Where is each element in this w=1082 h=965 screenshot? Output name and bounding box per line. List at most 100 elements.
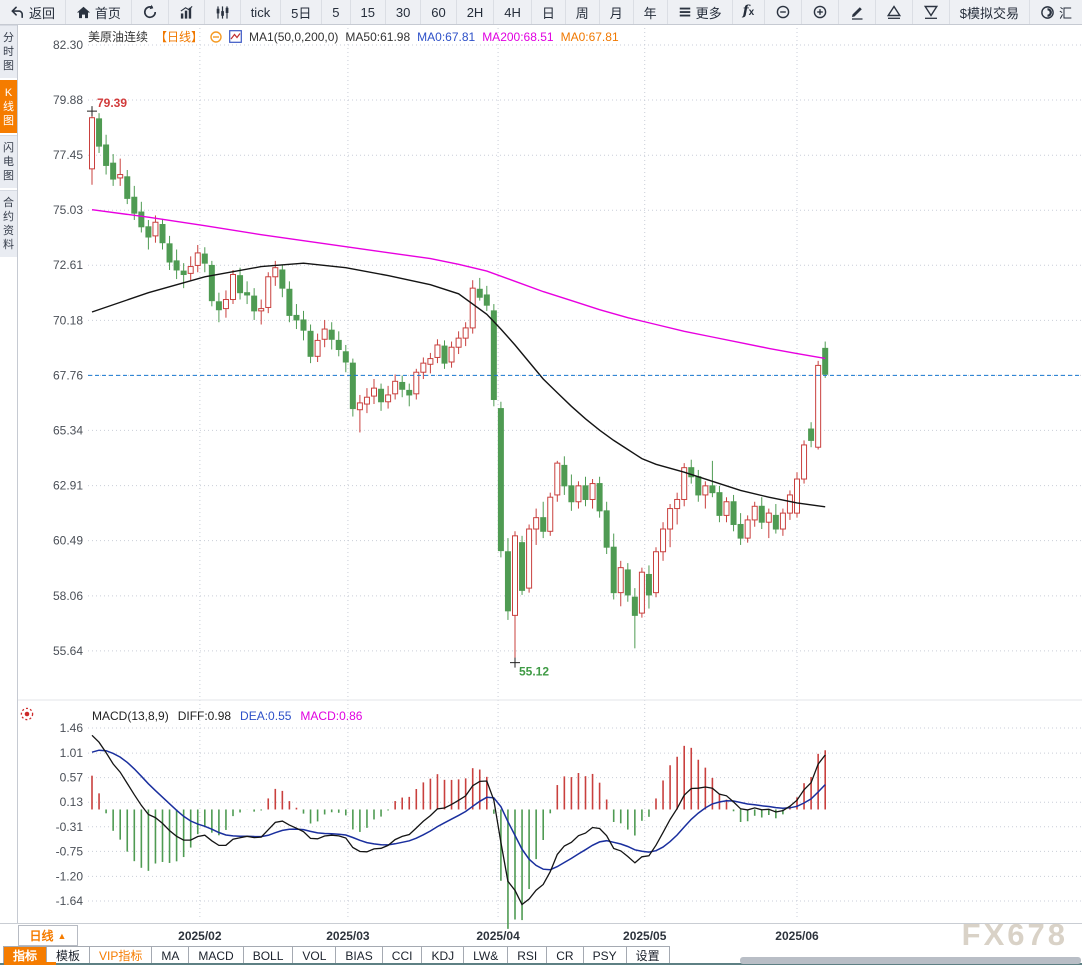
svg-text:58.06: 58.06 <box>53 589 83 603</box>
toolbar-formula-button[interactable]: fx <box>733 0 766 24</box>
tab-bias[interactable]: BIAS <box>336 947 383 964</box>
sidebar-item-contract-info[interactable]: 合约资料 <box>0 190 17 257</box>
tab-macd[interactable]: MACD <box>189 947 244 964</box>
toolbar-5m-button[interactable]: 5 <box>322 0 351 24</box>
tab-lwr-label: LW& <box>473 948 499 963</box>
tab-rsi-label: RSI <box>517 948 538 963</box>
toolbar-clipped-right-button[interactable]: 汇 <box>1030 0 1082 24</box>
collapse-circle-icon[interactable] <box>210 30 222 43</box>
ma0-orange-value: MA0:67.81 <box>560 29 619 44</box>
toolbar-week-label: 周 <box>575 5 589 21</box>
zoom-in-icon <box>812 4 828 20</box>
tab-cci[interactable]: CCI <box>383 947 423 964</box>
tab-settings[interactable]: 设置 <box>627 947 669 964</box>
toolbar-back-button[interactable]: 返回 <box>0 0 66 24</box>
toolbar-year-button[interactable]: 年 <box>634 0 668 24</box>
toolbar-zoom-in-button[interactable] <box>802 0 840 24</box>
toolbar-15m-label: 15 <box>360 4 375 20</box>
toolbar-month-button[interactable]: 月 <box>600 0 634 24</box>
toolbar-4h-button[interactable]: 4H <box>494 0 532 24</box>
svg-text:-0.31: -0.31 <box>56 820 84 834</box>
symbol-name: 美原油连续 <box>88 30 149 44</box>
toolbar-triangle-down-button[interactable] <box>913 0 950 24</box>
tab-cr[interactable]: CR <box>547 947 584 964</box>
svg-text:2025/03: 2025/03 <box>326 929 370 943</box>
toolbar-home-button[interactable]: 首页 <box>66 0 132 24</box>
toolbar-week-button[interactable]: 周 <box>566 0 600 24</box>
ma-indicator-icon[interactable] <box>229 30 242 43</box>
tab-psy-label: PSY <box>592 948 617 963</box>
horizontal-scrollbar[interactable] <box>740 957 1081 964</box>
triangle-up-icon <box>886 4 902 20</box>
toolbar-more-label: 更多 <box>695 5 722 21</box>
toolbar-tick-button[interactable]: tick <box>241 0 282 24</box>
svg-text:79.39: 79.39 <box>97 96 127 110</box>
toolbar-more-button[interactable]: 更多 <box>668 0 733 24</box>
macd-settings-icon[interactable] <box>19 706 35 722</box>
toolbar-15m-button[interactable]: 15 <box>351 0 386 24</box>
swirl-circle-icon <box>1040 5 1055 20</box>
menu-icon <box>678 5 692 19</box>
tab-psy[interactable]: PSY <box>584 947 627 964</box>
sidebar-item-time-share-chart[interactable]: 分时图 <box>0 25 17 78</box>
toolbar-day-button[interactable]: 日 <box>532 0 566 24</box>
tab-rsi[interactable]: RSI <box>508 947 548 964</box>
home-icon <box>76 5 91 20</box>
toolbar-60m-button[interactable]: 60 <box>421 0 457 24</box>
window-bottom-edge <box>0 963 1082 965</box>
tab-vip-indicator-label: VIP指标 <box>99 949 143 963</box>
toolbar-year-label: 年 <box>643 5 657 21</box>
toolbar-candle-chart-button[interactable] <box>205 0 241 24</box>
ma50-value: MA50:61.98 <box>345 29 411 44</box>
toolbar-2h-button[interactable]: 2H <box>457 0 495 24</box>
tab-template-label: 模板 <box>56 949 81 963</box>
svg-text:70.18: 70.18 <box>53 313 83 327</box>
chart-header: 美原油连续 【日线】 MA1(50,0,200,0) MA50:61.98 MA… <box>88 28 619 45</box>
svg-text:62.91: 62.91 <box>53 479 83 493</box>
tab-indicator[interactable]: 指标 <box>4 947 48 964</box>
svg-text:FX678: FX678 <box>962 917 1068 952</box>
toolbar-draw-button[interactable] <box>839 0 876 24</box>
tab-lwr[interactable]: LW& <box>464 947 509 964</box>
period-dropdown[interactable]: 日线 ▲ <box>18 925 78 946</box>
zoom-out-icon <box>775 4 791 20</box>
svg-text:2025/02: 2025/02 <box>178 929 222 943</box>
toolbar-5d-label: 5日 <box>291 5 312 21</box>
svg-text:55.64: 55.64 <box>53 644 83 658</box>
period-label: 【日线】 <box>155 30 204 44</box>
tab-vol[interactable]: VOL <box>293 947 337 964</box>
toolbar-60m-label: 60 <box>431 4 446 20</box>
toolbar-home-label: 首页 <box>94 5 121 21</box>
toolbar-5d-button[interactable]: 5日 <box>281 0 323 24</box>
macd-diff-value: DIFF:0.98 <box>177 709 232 723</box>
toolbar-month-label: 月 <box>609 5 623 21</box>
svg-text:60.49: 60.49 <box>53 534 83 548</box>
toolbar-bar-chart-button[interactable] <box>169 0 205 24</box>
svg-text:72.61: 72.61 <box>53 258 83 272</box>
toolbar-30m-button[interactable]: 30 <box>386 0 422 24</box>
toolbar-2h-label: 2H <box>466 4 484 20</box>
svg-text:1.01: 1.01 <box>60 746 84 760</box>
toolbar-clipped-right-label: 汇 <box>1058 5 1072 21</box>
toolbar-sim-trade-button[interactable]: $模拟交易 <box>950 0 1030 24</box>
macd-dea-value: DEA:0.55 <box>240 709 292 723</box>
tab-vol-label: VOL <box>302 948 327 963</box>
bar-chart-icon <box>179 5 194 20</box>
toolbar-zoom-out-button[interactable] <box>765 0 803 24</box>
tab-template[interactable]: 模板 <box>47 947 91 964</box>
toolbar-refresh-button[interactable] <box>132 0 169 24</box>
svg-text:-1.20: -1.20 <box>56 869 84 883</box>
tab-vip-indicator[interactable]: VIP指标 <box>90 947 153 964</box>
tab-kdj[interactable]: KDJ <box>422 947 465 964</box>
svg-text:2025/06: 2025/06 <box>775 929 819 943</box>
sidebar-item-flash-chart[interactable]: 闪电图 <box>0 135 17 188</box>
toolbar-triangle-up-button[interactable] <box>876 0 913 24</box>
svg-text:67.76: 67.76 <box>53 368 83 382</box>
tab-kdj-label: KDJ <box>431 948 455 963</box>
tab-ma[interactable]: MA <box>152 947 190 964</box>
toolbar-tick-label: tick <box>250 4 271 20</box>
tab-boll[interactable]: BOLL <box>244 947 294 964</box>
